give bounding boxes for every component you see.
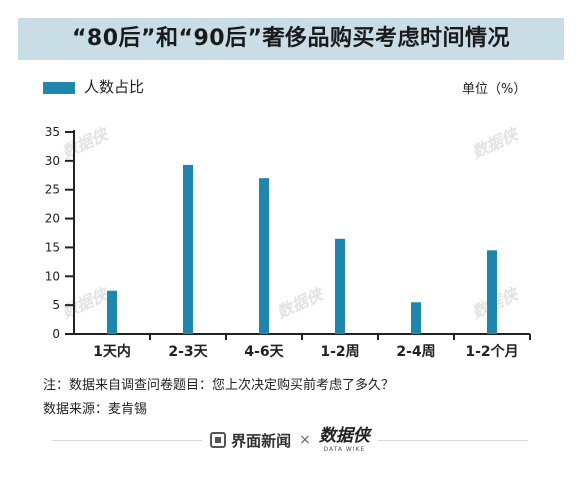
jiemian-logo: 界面新闻 — [210, 430, 291, 451]
y-tick-label: 10 — [45, 269, 60, 283]
x-tick-label: 1-2周 — [320, 344, 359, 360]
legend-swatch — [43, 82, 75, 94]
bar — [107, 290, 117, 334]
y-tick-label: 5 — [52, 298, 60, 312]
y-tick-label: 35 — [45, 125, 60, 139]
bar — [411, 302, 421, 334]
x-tick-label: 4-6天 — [244, 344, 284, 360]
shujuxia-logo: 数据侠 DATA WIKE — [318, 425, 370, 453]
survey-note: 注：数据来自调查问卷题目：您上次决定购买前考虑了多久？ — [43, 378, 395, 393]
jiemian-brand-text: 界面新闻 — [231, 431, 292, 450]
bar — [259, 178, 269, 334]
footer-divider-right — [377, 439, 528, 441]
jiemian-logo-icon — [210, 432, 227, 448]
x-tick-label: 2-4周 — [396, 344, 435, 360]
shujuxia-brand-subtext: DATA WIKE — [323, 445, 366, 453]
y-tick-label: 0 — [52, 327, 60, 341]
title-band — [18, 18, 564, 60]
bar — [335, 238, 345, 334]
chart-title: “80后”和“90后”奢侈品购买考虑时间情况 — [71, 26, 511, 51]
footer: 界面新闻 × 数据侠 DATA WIKE — [0, 424, 580, 456]
bar — [487, 250, 497, 334]
unit-label: 单位（%） — [462, 82, 527, 97]
y-tick-label: 25 — [45, 183, 60, 197]
y-tick-label: 15 — [45, 240, 60, 254]
y-tick-label: 30 — [45, 154, 60, 168]
x-tick-label: 1天内 — [93, 343, 131, 360]
y-tick-label: 20 — [45, 212, 60, 226]
footer-divider-left — [52, 439, 203, 441]
bar — [183, 164, 193, 334]
legend-label: 人数占比 — [84, 78, 145, 96]
x-tick-label: 1-2个月 — [465, 343, 518, 360]
shujuxia-brand-text: 数据侠 — [318, 425, 370, 446]
x-tick-label: 2-3天 — [168, 344, 208, 360]
data-source: 数据来源：麦肯锡 — [43, 402, 148, 417]
brand-separator: × — [299, 432, 311, 448]
